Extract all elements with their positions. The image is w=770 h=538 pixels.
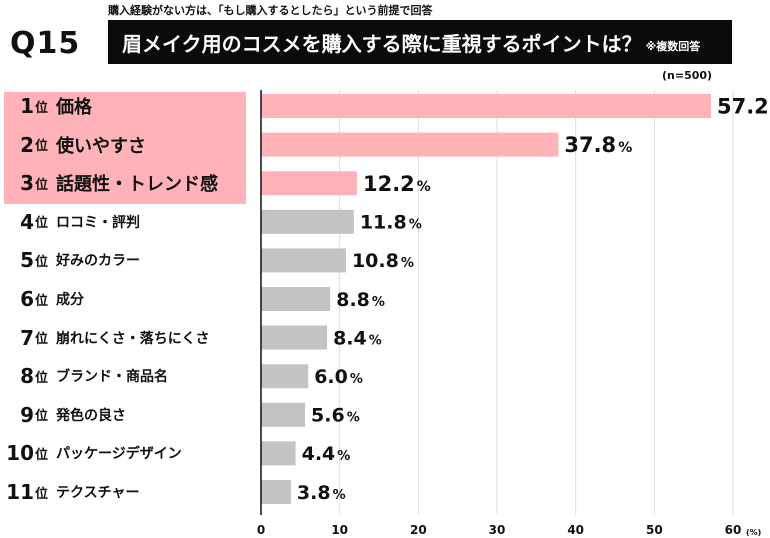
x-tick-label: 40 (567, 523, 584, 537)
sample-size: (n=500) (662, 69, 713, 82)
category-row: 10 位パッケージデザイン (0, 438, 182, 468)
x-tick-label: 50 (646, 523, 663, 537)
rank-number: 2 (20, 132, 34, 157)
category-row: 11 位テクスチャー (0, 477, 139, 507)
top3-highlight (4, 92, 246, 204)
category-label: 話題性・トレンド感 (56, 174, 219, 196)
survey-note: 購入経験がない方は、「もし購入するとしたら」という前提で回答 (108, 4, 433, 17)
data-label: 4.4% (302, 443, 351, 465)
bar (261, 441, 296, 466)
x-tick-label: 60 (725, 523, 742, 537)
x-tick-label: 20 (410, 523, 427, 537)
category-label: パッケージデザイン (56, 446, 182, 463)
category-label: テクスチャー (56, 485, 140, 501)
data-label: 10.8% (352, 250, 414, 272)
data-label: 6.0% (314, 366, 363, 388)
bar (261, 132, 559, 157)
rank-number: 8 (20, 364, 34, 389)
category-row: 9 位発色の良さ (0, 400, 126, 430)
rank-number: 1 (20, 94, 34, 118)
rank-suffix: 位 (35, 139, 49, 155)
rank-number: 11 (6, 480, 34, 504)
data-label: 12.2% (363, 172, 431, 196)
bar (261, 480, 291, 504)
category-label: 好みのカラー (56, 253, 141, 270)
rank-suffix: 位 (35, 370, 49, 386)
category-row: 3 位話題性・トレンド感 (0, 168, 218, 198)
bar (261, 209, 354, 234)
bar (261, 94, 711, 118)
category-row: 6 位成分 (0, 284, 84, 314)
rank-suffix: 位 (35, 177, 49, 193)
question-number: Q15 (10, 26, 81, 61)
bar (261, 287, 331, 311)
question-title: 眉メイク用のコスメを購入する際に重視するポイントは？ (122, 31, 642, 56)
rank-suffix: 位 (35, 332, 49, 348)
category-row: 2 位使いやすさ (0, 130, 146, 160)
bar (261, 364, 309, 389)
rank-suffix: 位 (35, 409, 49, 425)
category-row: 8 位ブランド・商品名 (0, 361, 168, 391)
question-banner: 眉メイク用のコスメを購入する際に重視するポイントは？ ※複数回答 (108, 20, 732, 64)
rank-suffix: 位 (35, 254, 49, 270)
category-row: 1 位価格 (0, 91, 92, 121)
data-label: 3.8% (297, 482, 346, 504)
category-label: 崩れにくさ・落ちにくさ (56, 330, 210, 347)
x-tick-label: 30 (489, 523, 506, 537)
rank-number: 4 (20, 209, 34, 234)
category-row: 5 位好みのカラー (0, 245, 140, 275)
category-label: ブランド・商品名 (56, 369, 169, 386)
data-label: 57.2% (717, 95, 770, 119)
rank-number: 6 (20, 287, 34, 311)
data-label: 37.8% (564, 133, 632, 157)
bar (261, 402, 306, 427)
x-tick-label: 10 (331, 523, 348, 537)
rank-number: 10 (6, 441, 34, 466)
rank-number: 3 (20, 171, 34, 196)
x-tick-label: 0 (257, 523, 265, 537)
category-label: 発色の良さ (56, 407, 127, 424)
category-row: 4 位ロコミ・評判 (0, 207, 140, 237)
rank-suffix: 位 (35, 293, 49, 309)
rank-number: 5 (20, 248, 34, 273)
rank-suffix: 位 (35, 216, 49, 232)
data-label: 11.8% (360, 212, 422, 234)
rank-suffix: 位 (35, 486, 49, 502)
data-label: 8.8% (336, 289, 385, 311)
category-label: 成分 (56, 292, 85, 308)
category-row: 7 位崩れにくさ・落ちにくさ (0, 323, 209, 353)
category-label: 価格 (56, 97, 93, 118)
data-label: 5.6% (311, 405, 360, 427)
bar (261, 248, 346, 273)
category-label: 使いやすさ (56, 135, 147, 157)
bar (261, 171, 357, 196)
rank-number: 9 (20, 402, 34, 427)
rank-suffix: 位 (35, 447, 49, 463)
data-label: 8.4% (333, 327, 382, 349)
x-axis-unit: (%) (746, 528, 762, 537)
rank-number: 7 (20, 325, 34, 350)
bar (261, 325, 328, 350)
rank-suffix: 位 (35, 100, 49, 116)
multi-answer-note: ※複数回答 (645, 40, 701, 53)
category-label: ロコミ・評判 (56, 214, 141, 231)
